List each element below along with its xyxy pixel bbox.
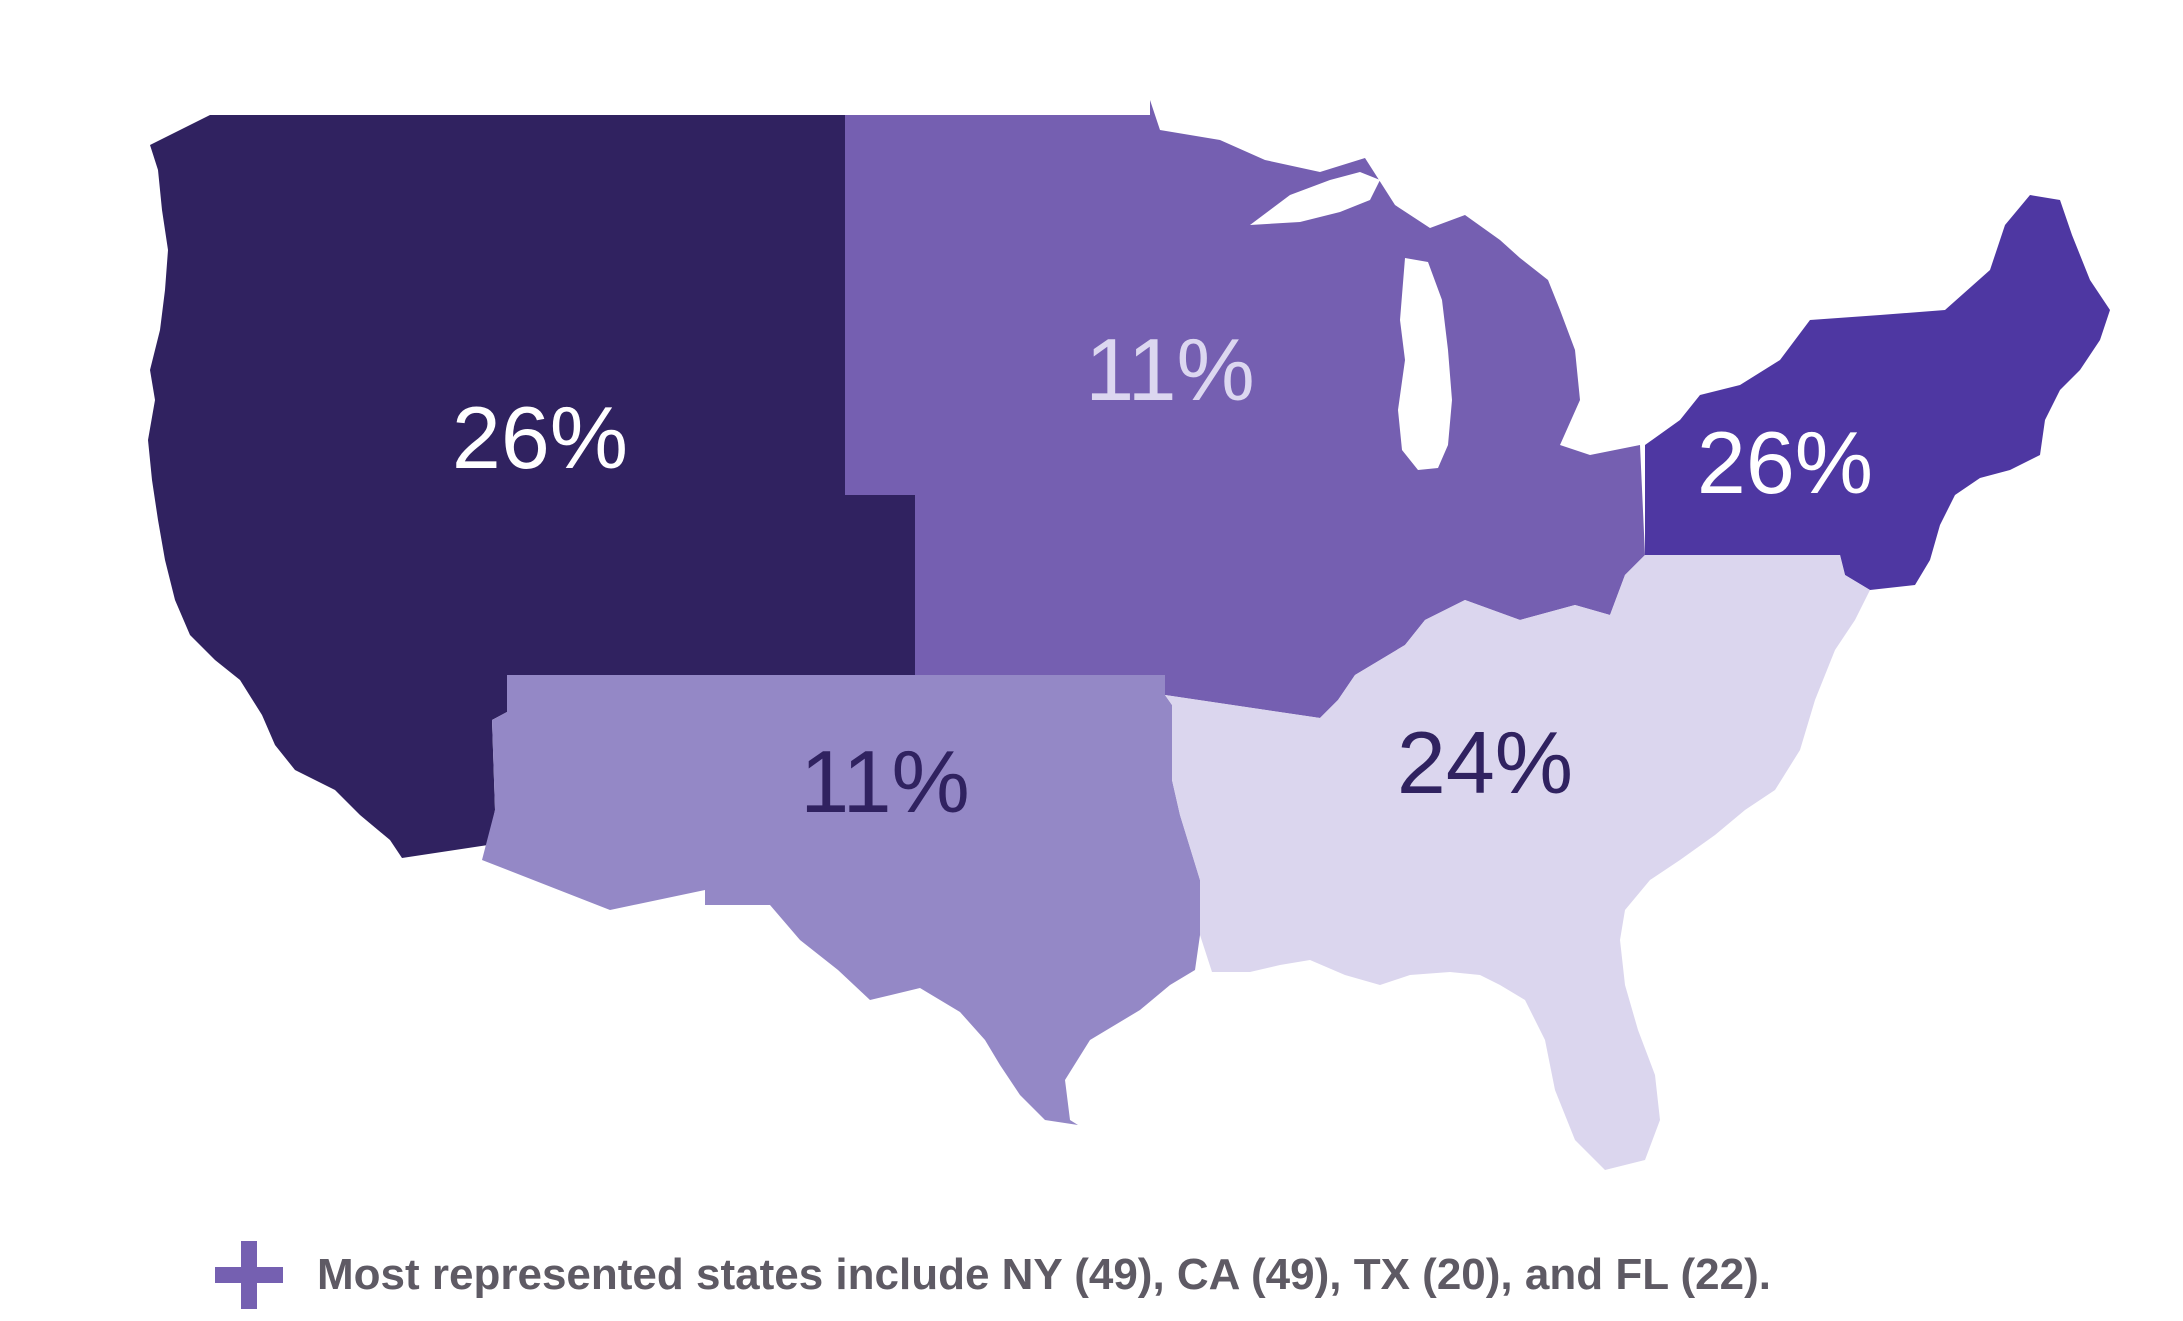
region-label-southwest: 11% — [800, 732, 970, 831]
region-label-west: 26% — [452, 388, 628, 487]
footnote-text: Most represented states include NY (49),… — [317, 1250, 1771, 1299]
lake-michigan — [1398, 258, 1452, 470]
region-label-southeast: 24% — [1397, 713, 1573, 812]
region-midwest — [845, 100, 1645, 718]
footnote: Most represented states include NY (49),… — [215, 1235, 1771, 1315]
region-southwest — [482, 675, 1200, 1125]
plus-icon — [215, 1241, 283, 1309]
region-southeast — [1165, 555, 1870, 1170]
region-label-northeast: 26% — [1697, 413, 1873, 512]
region-west — [148, 115, 915, 858]
region-northeast — [1645, 195, 2110, 590]
lake-superior — [1250, 172, 1380, 225]
region-label-midwest: 11% — [1085, 320, 1255, 419]
